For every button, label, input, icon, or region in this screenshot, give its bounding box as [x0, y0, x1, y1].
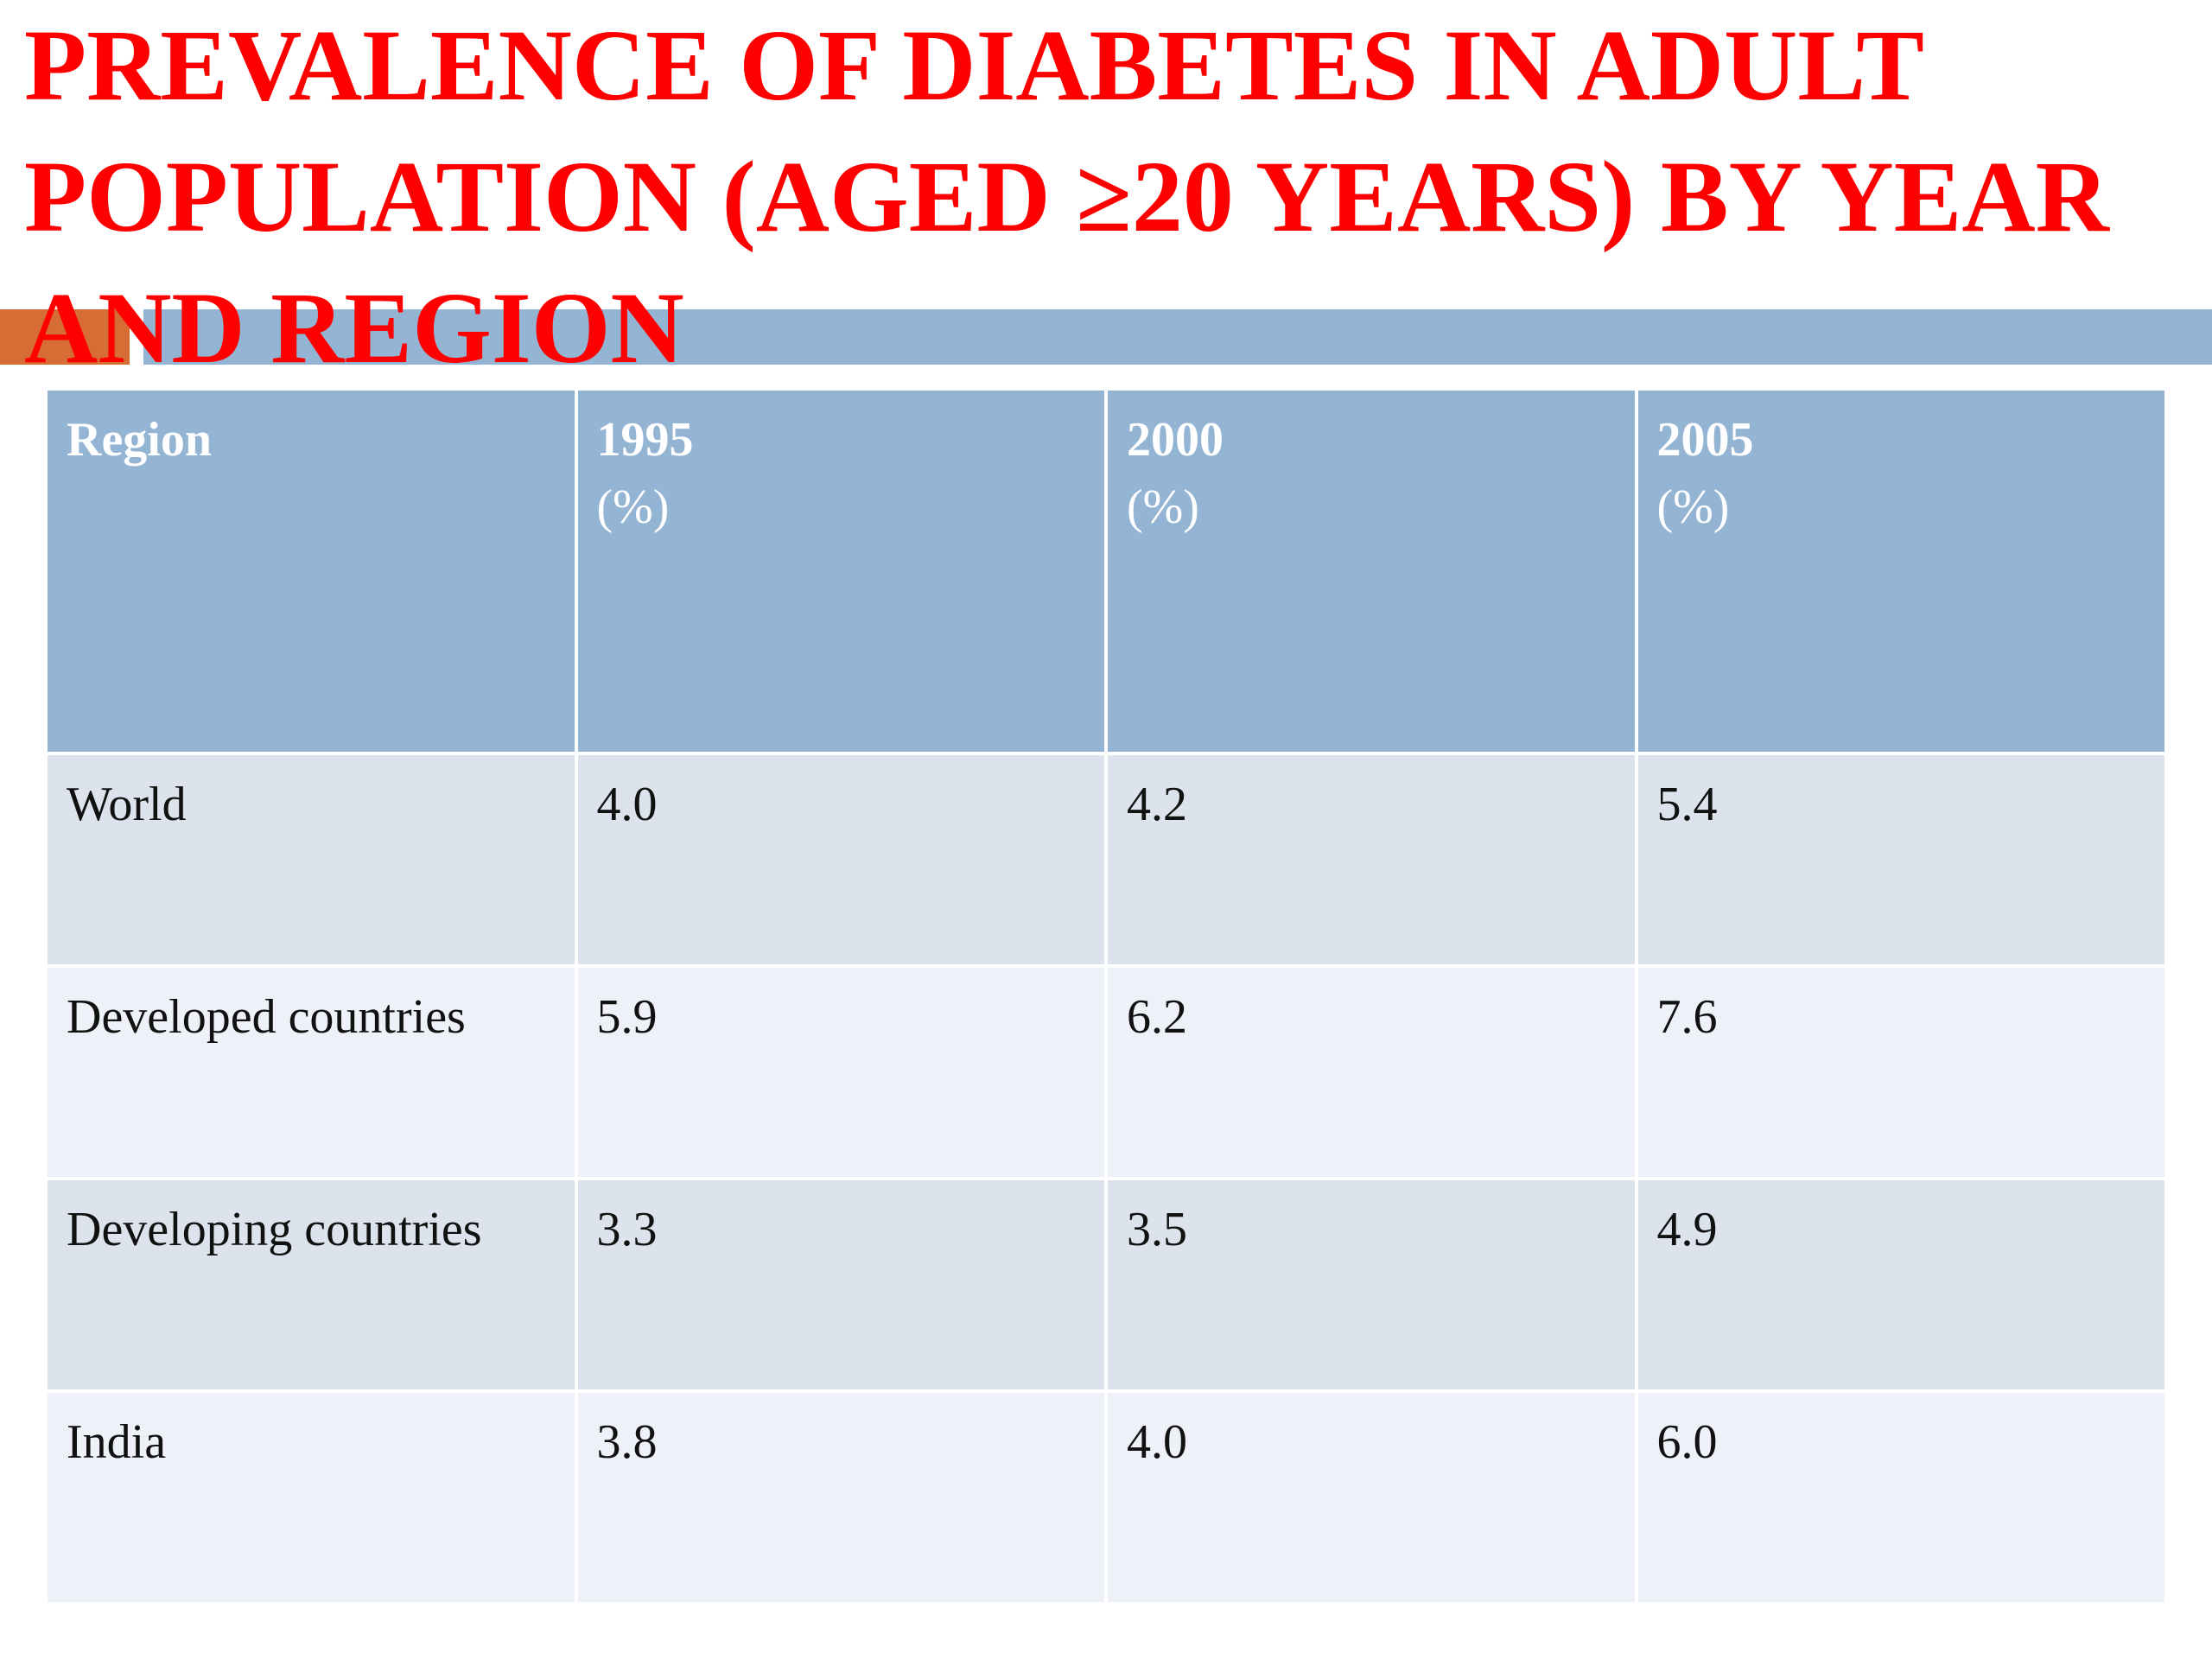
table-row-developing-countries: Developing countries 3.3 3.5 4.9 [48, 1180, 2164, 1389]
value-cell-2005: 7.6 [1637, 968, 2164, 1177]
table-header-row: Region 1995 (%) 2000 (%) 2005 (%) [48, 391, 2164, 752]
header-divider-bar [143, 309, 2212, 365]
slide-title-line: POPULATION (AGED ≥20 YEARS) BY YEAR [24, 140, 2109, 253]
column-header-2005: 2005 (%) [1637, 391, 2164, 752]
region-cell: Developed countries [48, 968, 575, 1177]
column-header-region: Region [48, 391, 575, 752]
column-header-unit: (%) [596, 480, 670, 534]
value-cell-1995: 5.9 [577, 968, 1104, 1177]
value-cell-1995: 3.3 [577, 1180, 1104, 1389]
value-cell-2000: 4.2 [1108, 755, 1635, 964]
column-header-label: 2005 [1656, 413, 1754, 467]
region-cell: Developing countries [48, 1180, 575, 1389]
column-header-label: Region [67, 413, 212, 467]
column-header-1995: 1995 (%) [577, 391, 1104, 752]
table-row-world: World 4.0 4.2 5.4 [48, 755, 2164, 964]
value-cell-2000: 4.0 [1108, 1393, 1635, 1602]
region-cell: India [48, 1393, 575, 1602]
table-row-developed-countries: Developed countries 5.9 6.2 7.6 [48, 968, 2164, 1177]
prevalence-table: Region 1995 (%) 2000 (%) 2005 (%) World … [44, 387, 2168, 1605]
region-cell: World [48, 755, 575, 964]
value-cell-1995: 4.0 [577, 755, 1104, 964]
value-cell-2005: 5.4 [1637, 755, 2164, 964]
column-header-label: 1995 [596, 413, 694, 467]
column-header-unit: (%) [1127, 480, 1199, 534]
value-cell-1995: 3.8 [577, 1393, 1104, 1602]
table-row-india: India 3.8 4.0 6.0 [48, 1393, 2164, 1602]
value-cell-2005: 4.9 [1637, 1180, 2164, 1389]
column-header-label: 2000 [1127, 413, 1224, 467]
value-cell-2005: 6.0 [1637, 1393, 2164, 1602]
column-header-2000: 2000 (%) [1108, 391, 1635, 752]
slide-title-line: AND REGION [24, 271, 684, 385]
accent-bar [0, 309, 130, 365]
slide-title: PREVALENCE OF DIABETES IN ADULT POPULATI… [24, 0, 2167, 394]
slide-title-line: PREVALENCE OF DIABETES IN ADULT [24, 9, 1924, 122]
value-cell-2000: 3.5 [1108, 1180, 1635, 1389]
column-header-unit: (%) [1656, 480, 1730, 534]
value-cell-2000: 6.2 [1108, 968, 1635, 1177]
